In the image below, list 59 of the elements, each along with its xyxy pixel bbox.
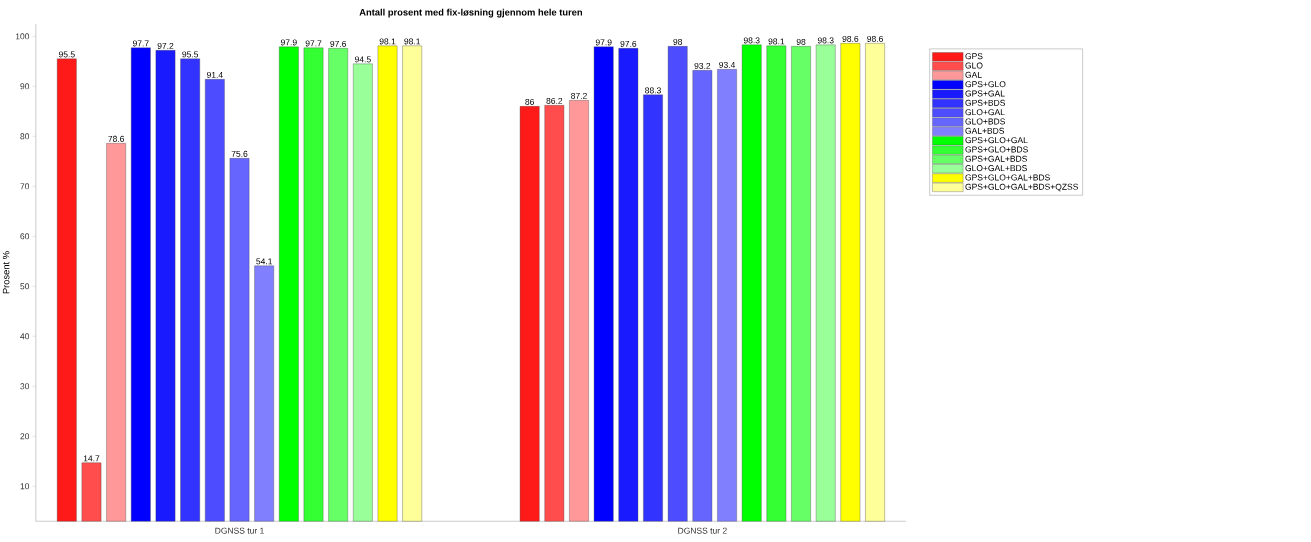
data-label: 98.6 [867,36,883,43]
legend-label: GPS+GAL [965,90,1005,97]
y-tick-label: 60 [20,233,30,240]
y-tick-label: 90 [20,83,30,90]
data-label: 98.1 [404,38,421,45]
data-label: 98.3 [743,37,760,44]
data-label: 94.5 [354,56,371,63]
legend-label: GLO+GAL+BDS [965,165,1027,172]
y-tick-label: 50 [20,283,30,290]
y-axis-title: Prosent % [2,251,10,294]
data-label: 86.2 [546,98,563,105]
legend-label: GPS+GLO+GAL+BDS [965,174,1050,181]
data-label: 54.1 [256,258,273,265]
data-label: 88.3 [645,87,661,94]
data-label: 95.5 [182,51,199,58]
x-tick-label: DGNSS tur 2 [678,527,727,534]
legend-label: GAL+BDS [965,127,1005,134]
data-label: 14.7 [83,455,100,462]
data-label: 98.1 [379,38,396,45]
chart-title: Antall prosent med fix-løsning gjennom hele turen [359,8,583,18]
legend-label: GPS+GLO+GAL [965,137,1028,144]
data-label: 93.4 [719,62,736,69]
legend-label: GLO+BDS [965,118,1005,125]
data-label: 97.9 [595,39,612,46]
data-label: 97.6 [330,41,347,48]
data-label: 93.2 [694,63,711,70]
legend-label: GPS+GLO+GAL+BDS+QZSS [965,183,1078,192]
legend-label: GAL [965,71,982,78]
legend-label: GPS+BDS [965,99,1005,106]
y-tick-label: 70 [20,183,30,190]
y-tick-label: 40 [20,333,30,340]
y-tick-label: 100 [15,33,30,40]
data-label: 95.5 [58,51,75,58]
legend-label: GPS+GLO+BDS [965,146,1028,153]
y-tick-label: 30 [20,383,30,390]
data-label: 86 [525,99,535,106]
data-label: 98 [796,39,806,46]
legend-label: GPS [965,53,983,60]
legend-label: GLO [965,62,983,69]
data-label: 98 [673,39,683,46]
data-label: 98.1 [768,38,785,45]
data-label: 98.6 [842,36,859,43]
data-label: 75.6 [231,151,248,158]
y-tick-label: 20 [20,433,30,440]
legend-label: GPS+GLO [965,81,1006,88]
y-tick-label: 80 [20,133,30,140]
data-label: 97.9 [280,39,297,46]
data-label: 97.7 [305,40,322,47]
data-label: 97.7 [132,40,149,47]
legend-label: GPS+GAL+BDS [965,155,1027,162]
data-label: 98.3 [817,37,834,44]
data-label: 78.6 [108,136,125,143]
data-label: 97.6 [620,41,637,48]
legend-label: GLO+GAL [965,109,1005,116]
x-tick-label: DGNSS tur 1 [215,527,264,534]
y-tick-label: 10 [20,483,30,490]
data-label: 91.4 [206,72,223,79]
data-label: 97.2 [157,43,174,50]
data-label: 87.2 [571,93,587,100]
